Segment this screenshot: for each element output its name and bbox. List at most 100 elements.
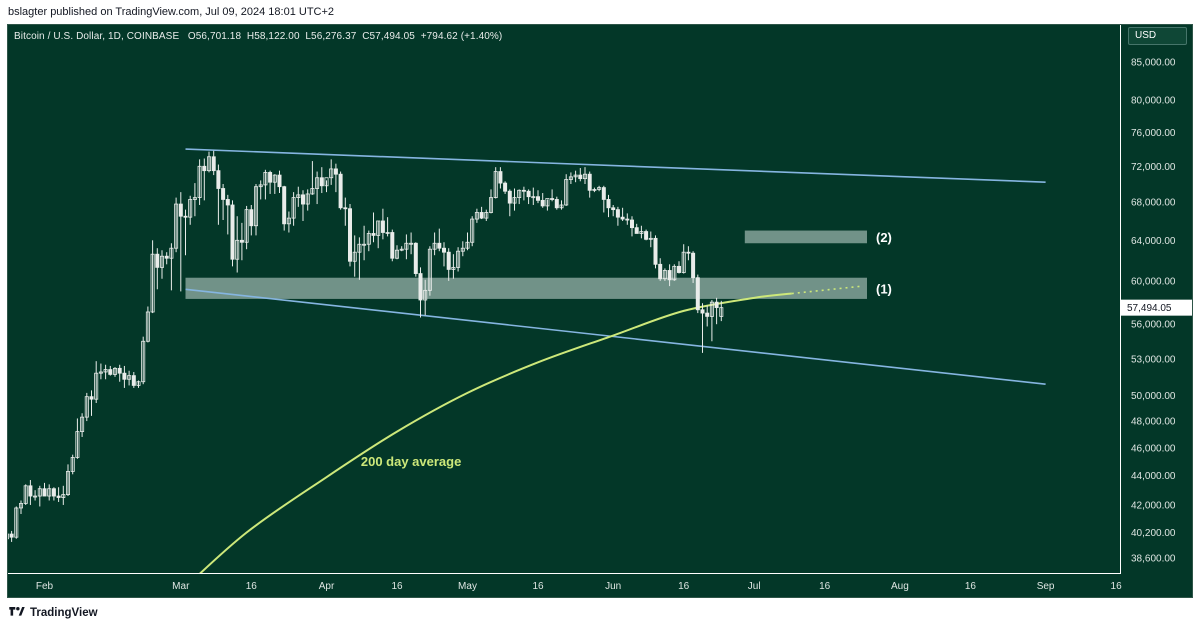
x-tick-label: Mar — [172, 581, 190, 592]
legend-close: C57,494.05 — [362, 31, 415, 42]
x-tick-label: 16 — [819, 581, 831, 592]
candle-up — [315, 177, 320, 189]
candle-up — [296, 194, 301, 199]
candle-up — [272, 174, 277, 183]
candle-down — [9, 533, 14, 538]
candle-up — [366, 233, 371, 245]
candle-down — [441, 247, 446, 253]
candle-down — [300, 194, 305, 205]
candle-down — [615, 209, 620, 218]
candle-up — [141, 340, 146, 383]
candle-up — [145, 311, 150, 342]
candle-down — [122, 372, 127, 380]
candle-up — [192, 197, 197, 200]
candle-down — [521, 189, 526, 192]
candle-up — [672, 265, 677, 281]
candle-down — [343, 207, 348, 210]
candle-down — [695, 277, 700, 311]
candle-down — [282, 186, 287, 225]
candle-up — [564, 179, 569, 206]
legend-symbol: Bitcoin / U.S. Dollar, 1D, COINBASE — [14, 31, 180, 42]
candle-down — [653, 237, 658, 265]
candle-down — [714, 301, 719, 308]
candle-up — [352, 251, 357, 262]
candle-up — [235, 239, 240, 260]
candle-down — [658, 263, 663, 280]
publisher-bar: bslagter published on TradingView.com, J… — [0, 0, 1200, 24]
candle-up — [103, 369, 108, 373]
candle-up — [286, 217, 291, 225]
candle-down — [413, 242, 418, 274]
candle-up — [244, 209, 249, 243]
candle-up — [37, 488, 42, 497]
candle-up — [66, 471, 71, 495]
candle-down — [634, 227, 639, 234]
candle-up — [169, 247, 174, 259]
candle-up — [291, 197, 296, 219]
candle-down — [507, 190, 512, 204]
ma200-line — [199, 292, 792, 573]
zone-label-1: (1) — [876, 281, 892, 296]
candle-up — [423, 289, 428, 301]
currency-button[interactable]: USD — [1128, 27, 1187, 45]
candle-down — [625, 218, 630, 221]
candle-down — [239, 239, 244, 243]
candle-down — [606, 199, 611, 209]
candle-up — [545, 198, 550, 207]
candle-down — [550, 198, 555, 200]
candle-up — [460, 247, 465, 252]
candle-up — [404, 242, 409, 250]
y-tick-label: 72,000.00 — [1131, 162, 1176, 173]
candle-down — [131, 375, 136, 386]
candle-down — [221, 188, 226, 200]
candle-down — [371, 233, 376, 236]
candle-down — [108, 369, 113, 375]
y-tick-label: 42,000.00 — [1131, 500, 1176, 511]
x-tick-label: Feb — [36, 581, 54, 592]
symbol-legend: Bitcoin / U.S. Dollar, 1D, COINBASE O56,… — [14, 31, 502, 42]
candle-up — [174, 203, 179, 249]
plot-layer: 200 day average — [8, 148, 1046, 573]
last-price-badge — [1121, 299, 1192, 316]
candle-up — [493, 171, 498, 199]
candle-down — [56, 495, 61, 498]
y-tick-label: 48,000.00 — [1131, 417, 1176, 428]
candle-down — [644, 231, 649, 240]
x-tick-label: Jun — [605, 581, 621, 592]
candle-up — [197, 165, 202, 199]
candle-up — [662, 270, 667, 280]
candle-up — [310, 188, 315, 195]
plot-area[interactable] — [8, 25, 1120, 573]
candle-down — [611, 207, 616, 211]
y-tick-label: 76,000.00 — [1131, 128, 1176, 139]
candle-up — [512, 197, 517, 204]
candle-up — [61, 494, 66, 498]
candle-up — [709, 301, 714, 317]
time-scale[interactable] — [8, 574, 1121, 597]
candle-up — [206, 156, 211, 172]
candle-down — [178, 203, 183, 217]
footer-brand-text: TradingView — [30, 607, 98, 619]
candle-up — [648, 237, 653, 240]
candle-up — [719, 307, 724, 317]
trendline-channel-top — [185, 148, 1046, 184]
y-tick-label: 85,000.00 — [1131, 58, 1176, 69]
candle-up — [573, 174, 578, 178]
footer-brand[interactable]: TradingView — [8, 605, 98, 621]
candle-up — [8, 533, 9, 540]
candle-up — [597, 187, 602, 190]
candle-down — [437, 242, 442, 249]
y-tick-label: 80,000.00 — [1131, 96, 1176, 107]
candle-up — [94, 372, 99, 400]
candle-down — [536, 196, 541, 201]
candle-down — [418, 273, 423, 301]
x-tick-label: Apr — [319, 581, 335, 592]
candle-down — [667, 270, 672, 281]
candle-down — [503, 182, 508, 192]
candle-up — [324, 177, 329, 187]
candle-down — [230, 204, 235, 260]
x-tick-label: 16 — [391, 581, 403, 592]
y-tick-label: 44,000.00 — [1131, 471, 1176, 482]
candle-up — [474, 212, 479, 220]
candle-up — [456, 250, 461, 268]
